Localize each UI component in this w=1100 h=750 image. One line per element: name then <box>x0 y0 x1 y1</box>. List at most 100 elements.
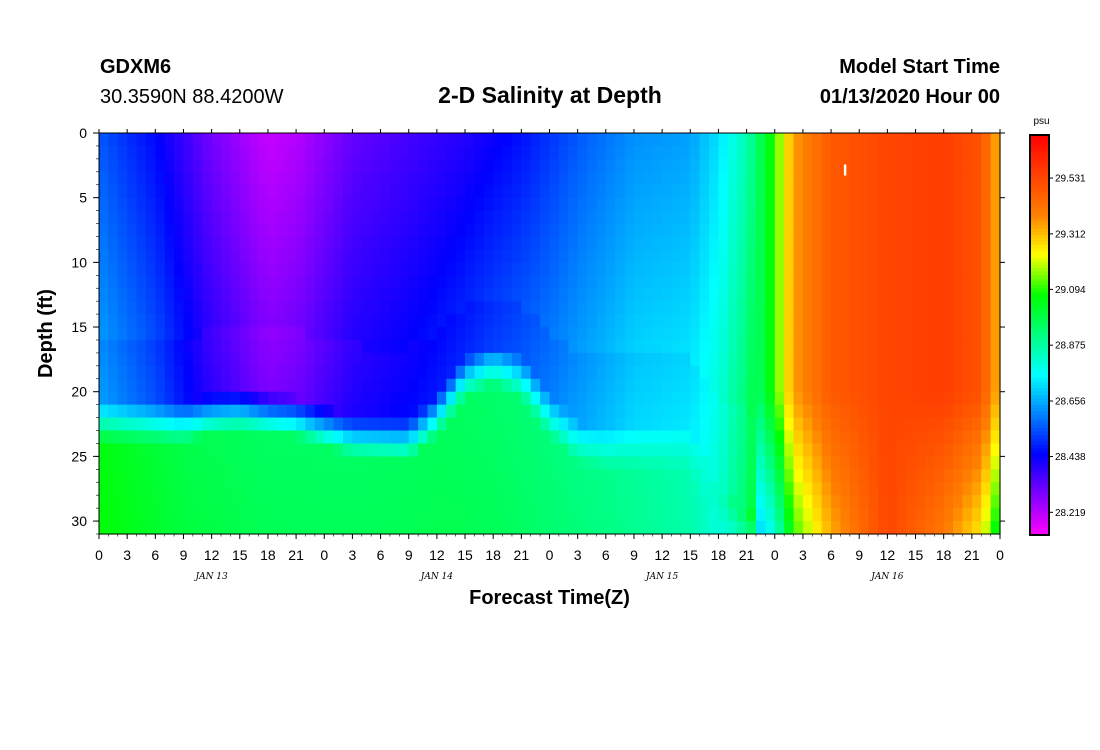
heatmap-cell <box>352 262 363 276</box>
heatmap-cell <box>361 314 372 328</box>
heatmap-cell <box>427 145 438 160</box>
heatmap-cell <box>680 378 691 393</box>
heatmap-cell <box>662 275 673 289</box>
heatmap-cell <box>587 404 598 419</box>
heatmap-cell <box>286 365 297 380</box>
heatmap-cell <box>643 352 654 367</box>
heatmap-cell <box>408 327 419 341</box>
heatmap-cell <box>877 301 888 315</box>
heatmap-cell <box>915 482 926 496</box>
heatmap-cell <box>755 339 766 354</box>
heatmap-cell <box>267 301 278 315</box>
heatmap-cell <box>652 521 663 535</box>
heatmap-cell <box>633 249 644 263</box>
heatmap-cell <box>99 262 109 276</box>
heatmap-cell <box>755 456 766 470</box>
heatmap-cell <box>990 378 1001 393</box>
colorbar-swatch <box>1030 231 1049 236</box>
heatmap-cell <box>164 495 175 509</box>
heatmap-cell <box>511 443 522 457</box>
heatmap-cell <box>249 339 260 354</box>
heatmap-cell <box>662 288 673 302</box>
heatmap-cell <box>530 145 541 160</box>
heatmap-cell <box>971 352 982 367</box>
heatmap-cell <box>418 197 429 212</box>
heatmap-cell <box>183 197 194 212</box>
colorbar-swatch <box>1030 171 1049 176</box>
heatmap-cell <box>680 133 691 147</box>
heatmap-cell <box>296 391 307 406</box>
heatmap-cell <box>774 236 785 251</box>
heatmap-cell <box>211 417 222 432</box>
heatmap-cell <box>840 482 851 496</box>
heatmap-cell <box>615 314 626 328</box>
heatmap-cell <box>352 339 363 354</box>
heatmap-cell <box>530 223 541 238</box>
heatmap-cell <box>333 469 344 483</box>
heatmap-cell <box>953 339 964 354</box>
heatmap-cell <box>427 378 438 393</box>
heatmap-cell <box>746 145 757 160</box>
colorbar-swatch <box>1030 501 1049 506</box>
heatmap-cell <box>934 197 945 212</box>
heatmap-cell <box>343 430 354 445</box>
heatmap-cell <box>662 417 673 432</box>
heatmap-cell <box>896 223 907 238</box>
heatmap-cell <box>277 417 288 432</box>
heatmap-cell <box>305 171 316 186</box>
heatmap-cell <box>324 378 335 393</box>
heatmap-cell <box>924 443 935 457</box>
heatmap-cell <box>868 275 879 289</box>
heatmap-cell <box>690 391 701 406</box>
heatmap-cell <box>990 288 1001 302</box>
heatmap-cell <box>305 482 316 496</box>
heatmap-cell <box>812 327 823 341</box>
heatmap-cell <box>549 352 560 367</box>
heatmap-cell <box>990 391 1001 406</box>
heatmap-cell <box>596 275 607 289</box>
heatmap-cell <box>699 469 710 483</box>
heatmap-cell <box>389 158 400 173</box>
heatmap-cell <box>615 327 626 341</box>
heatmap-cell <box>267 133 278 147</box>
heatmap-cell <box>418 365 429 380</box>
heatmap-cell <box>389 223 400 238</box>
heatmap-cell <box>183 456 194 470</box>
heatmap-cell <box>596 482 607 496</box>
heatmap-cell <box>436 391 447 406</box>
heatmap-cell <box>690 495 701 509</box>
heatmap-cell <box>558 521 569 535</box>
heatmap-cell <box>474 456 485 470</box>
heatmap-cell <box>540 352 551 367</box>
heatmap-cell <box>624 171 635 186</box>
heatmap-cell <box>183 508 194 522</box>
heatmap-cell <box>615 469 626 483</box>
heatmap-cell <box>558 223 569 238</box>
heatmap-cell <box>530 430 541 445</box>
heatmap-cell <box>849 508 860 522</box>
heatmap-cell <box>774 456 785 470</box>
heatmap-cell <box>652 327 663 341</box>
heatmap-cell <box>277 495 288 509</box>
heatmap-cell <box>896 482 907 496</box>
heatmap-cell <box>540 184 551 199</box>
colorbar-swatch <box>1030 461 1049 466</box>
heatmap-cell <box>577 327 588 341</box>
heatmap-cell <box>605 521 616 535</box>
heatmap-cell <box>305 262 316 276</box>
heatmap-cell <box>981 378 992 393</box>
heatmap-cell <box>511 482 522 496</box>
x-tick-label: 18 <box>260 547 276 563</box>
heatmap-cell <box>962 417 973 432</box>
heatmap-cell <box>305 443 316 457</box>
heatmap-cell <box>680 275 691 289</box>
heatmap-cell <box>699 197 710 212</box>
heatmap-cell <box>465 482 476 496</box>
heatmap-cell <box>305 197 316 212</box>
heatmap-cell <box>624 339 635 354</box>
heatmap-cell <box>108 352 119 367</box>
heatmap-cell <box>774 365 785 380</box>
heatmap-cell <box>296 430 307 445</box>
heatmap-cell <box>662 314 673 328</box>
heatmap-cell <box>239 365 250 380</box>
